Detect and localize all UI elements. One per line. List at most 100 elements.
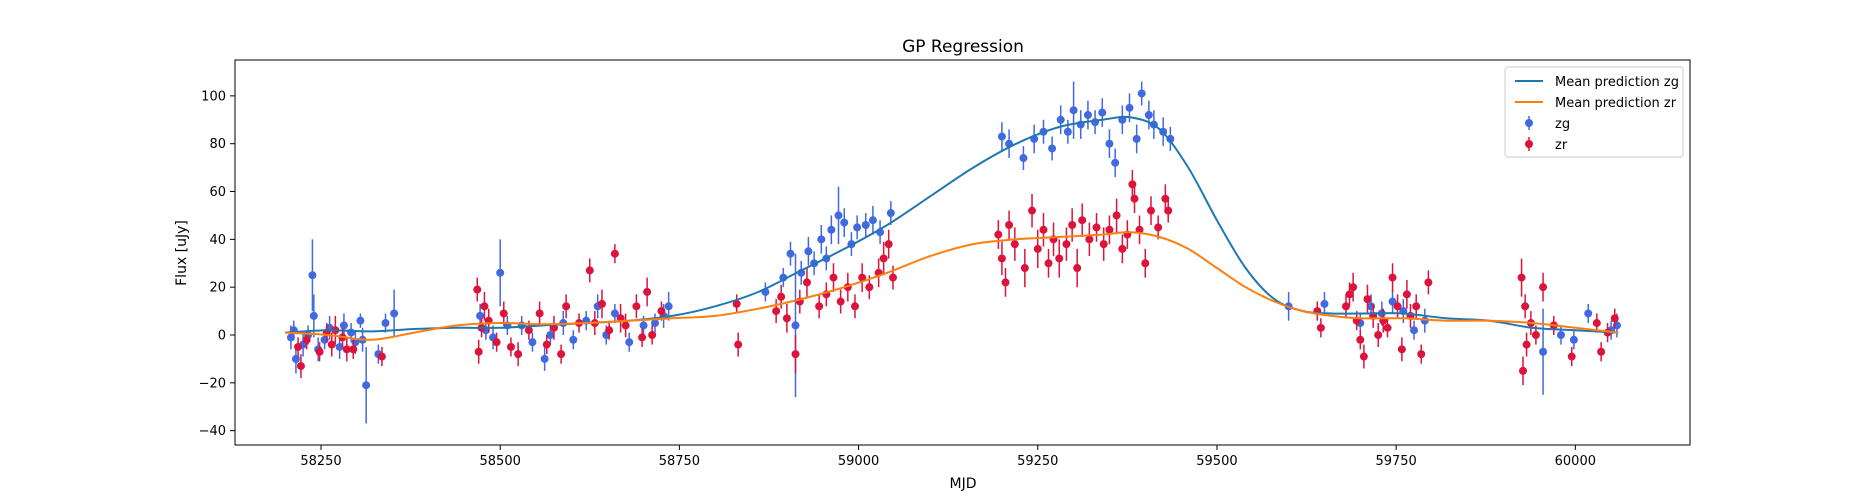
zg-data-point bbox=[827, 225, 836, 234]
legend-label: Mean prediction zg bbox=[1555, 75, 1679, 90]
zr-data-point bbox=[1033, 244, 1042, 253]
x-tick-label: 59750 bbox=[1375, 454, 1416, 469]
zr-data-point bbox=[327, 340, 336, 349]
zg-data-point bbox=[664, 302, 673, 311]
legend-label: Mean prediction zr bbox=[1555, 96, 1677, 111]
zr-data-point bbox=[632, 302, 641, 311]
axis-ticks: 58250 58500 58750 59000 59250 59500 59750 60000… bbox=[199, 89, 1596, 469]
zg-data-point bbox=[610, 309, 619, 318]
zr-data-point bbox=[1388, 273, 1397, 282]
zg-data-point bbox=[1320, 299, 1329, 308]
x-tick-label: 58250 bbox=[300, 454, 341, 469]
zr-data-point bbox=[850, 302, 859, 311]
zr-data-point bbox=[506, 342, 515, 351]
zr-data-point bbox=[1393, 302, 1402, 311]
x-tick-label: 58500 bbox=[480, 454, 521, 469]
zg-data-point bbox=[286, 333, 295, 342]
zg-data-point bbox=[335, 342, 344, 351]
zr-data-point bbox=[638, 333, 647, 342]
zr-data-point bbox=[1597, 347, 1606, 356]
zg-data-point bbox=[868, 216, 877, 225]
zr-data-point bbox=[480, 302, 489, 311]
zr-data-point bbox=[1539, 283, 1548, 292]
zg-data-point bbox=[853, 223, 862, 232]
zr-data-point bbox=[1363, 295, 1372, 304]
zr-data-point bbox=[1412, 302, 1421, 311]
zr-data-point bbox=[1130, 194, 1139, 203]
zg-data-point bbox=[1069, 106, 1078, 115]
zr-data-point bbox=[524, 326, 533, 335]
zr-data-point bbox=[1397, 345, 1406, 354]
zg-data-point bbox=[569, 335, 578, 344]
zr-data-point bbox=[1010, 240, 1019, 249]
zr-data-point bbox=[1147, 206, 1156, 215]
zr-data-point bbox=[657, 307, 666, 316]
y-tick-label: −20 bbox=[199, 376, 226, 391]
axes-frame bbox=[234, 59, 1691, 446]
zg-data-point bbox=[381, 319, 390, 328]
legend: Mean prediction zg Mean prediction zr zg zr bbox=[1504, 66, 1684, 158]
mean-prediction-zg-line bbox=[285, 115, 1619, 334]
zr-data-point bbox=[315, 347, 324, 356]
zr-data-point bbox=[772, 307, 781, 316]
zr-data-point bbox=[777, 292, 786, 301]
series-zg bbox=[286, 81, 1621, 424]
x-tick-label: 59250 bbox=[1017, 454, 1058, 469]
zr-data-point bbox=[1055, 254, 1064, 263]
legend-marker-swatch bbox=[1525, 140, 1533, 148]
zr-data-point bbox=[1592, 319, 1601, 328]
y-tick-label: −40 bbox=[199, 424, 226, 439]
zg-data-point bbox=[817, 235, 826, 244]
zg-data-point bbox=[1137, 89, 1146, 98]
zg-data-point bbox=[997, 132, 1006, 141]
zr-data-point bbox=[1567, 352, 1576, 361]
zr-data-point bbox=[1099, 240, 1108, 249]
zg-data-point bbox=[540, 354, 549, 363]
zr-data-point bbox=[648, 331, 657, 339]
mean-prediction-zr-line bbox=[285, 231, 1619, 341]
zr-data-point bbox=[884, 240, 893, 249]
series-zr bbox=[294, 170, 1619, 386]
zr-data-point bbox=[1316, 323, 1325, 332]
legend-marker-swatch bbox=[1525, 119, 1533, 127]
zr-data-point bbox=[1517, 273, 1526, 282]
x-tick-label: 58750 bbox=[659, 454, 700, 469]
y-tick-label: 0 bbox=[218, 329, 226, 344]
zr-data-point bbox=[1085, 235, 1094, 244]
zr-data-point bbox=[1044, 259, 1053, 268]
zr-data-point bbox=[535, 309, 544, 318]
zr-data-point bbox=[1341, 302, 1350, 311]
zr-data-point bbox=[732, 299, 741, 308]
zg-data-point bbox=[496, 268, 505, 277]
zg-data-point bbox=[786, 249, 795, 258]
zr-data-point bbox=[1531, 331, 1540, 339]
zg-data-point bbox=[476, 311, 485, 320]
zg-data-point bbox=[625, 338, 634, 347]
zg-data-point bbox=[1569, 335, 1578, 344]
zr-data-point bbox=[1374, 331, 1383, 339]
zr-data-point bbox=[643, 287, 652, 296]
zg-data-point bbox=[791, 321, 800, 330]
zr-data-point bbox=[1112, 211, 1121, 220]
zr-data-point bbox=[377, 352, 386, 361]
zr-data-point bbox=[815, 302, 824, 311]
zr-data-point bbox=[782, 314, 791, 323]
zr-data-point bbox=[997, 254, 1006, 263]
zr-data-point bbox=[1005, 221, 1014, 229]
zg-data-point bbox=[291, 354, 300, 363]
zg-data-point bbox=[356, 316, 365, 325]
chart-title: GP Regression bbox=[902, 37, 1024, 57]
zg-data-point bbox=[339, 321, 348, 330]
zr-data-point bbox=[1028, 206, 1037, 215]
zr-data-point bbox=[296, 362, 305, 371]
zr-data-point bbox=[1154, 223, 1163, 232]
zg-data-point bbox=[1584, 309, 1593, 318]
zr-data-point bbox=[1424, 278, 1433, 287]
zg-data-point bbox=[861, 221, 870, 229]
zg-data-point bbox=[1048, 144, 1057, 153]
zr-data-point bbox=[888, 273, 897, 282]
zr-data-point bbox=[1356, 335, 1365, 344]
y-axis-label: Flux [uJy] bbox=[174, 220, 190, 286]
zr-data-point bbox=[1073, 264, 1082, 273]
zg-data-point bbox=[528, 338, 537, 347]
